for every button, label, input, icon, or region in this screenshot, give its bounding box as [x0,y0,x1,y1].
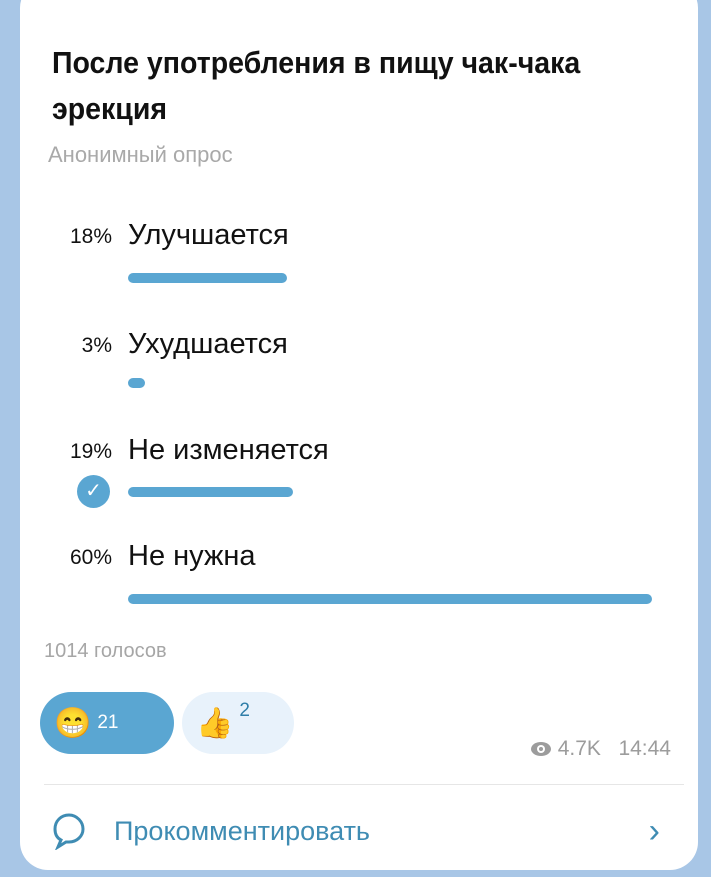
option-label: Улучшается [128,219,289,251]
message-time: 14:44 [618,737,671,760]
option-bar [128,594,652,604]
option-bar [128,378,145,388]
comment-button[interactable]: Прокомментировать › [44,800,674,862]
thumbs-up-emoji-icon: 👍 [196,706,234,740]
comment-bubble-icon [53,813,85,850]
option-percent: 60% [69,546,112,569]
option-label: Не нужна [128,540,256,572]
grinning-face-emoji-icon: 😁 [54,706,92,740]
chevron-right-icon: › [648,811,660,850]
option-percent: 19% [69,440,112,463]
divider [44,784,684,785]
eye-icon [530,742,551,756]
message-meta: 4.7K 14:44 [530,737,671,761]
reaction-count: 21 [97,712,119,733]
option-bar [128,273,287,283]
reaction-grinning[interactable]: 😁 21 [40,692,174,754]
option-bar [128,487,293,497]
option-label: Ухудшается [128,328,288,360]
poll-question: После употребления в пищу чак-чака эрекц… [52,45,581,126]
poll-type-label: Анонимный опрос [48,142,233,167]
option-percent: 18% [69,225,112,248]
checkmark-icon: ✓ [77,475,110,508]
comment-label: Прокомментировать [114,815,370,846]
views-count: 4.7K [557,737,601,760]
option-label: Не изменяется [128,434,329,466]
option-percent: 3% [81,334,112,357]
reaction-count: 2 [239,700,250,721]
reaction-thumbs-up[interactable]: 👍 2 [182,692,294,754]
votes-count: 1014 голосов [44,640,167,662]
